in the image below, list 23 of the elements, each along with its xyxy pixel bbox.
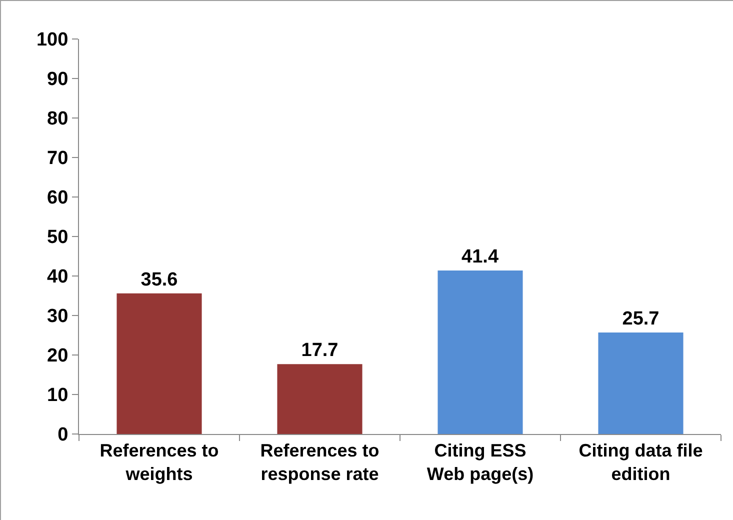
bar xyxy=(116,293,202,434)
y-tick-label: 80 xyxy=(47,108,68,130)
bar xyxy=(598,332,684,434)
y-tick-label: 60 xyxy=(47,188,68,209)
y-tick-label: 0 xyxy=(58,424,68,446)
y-tick-label: 70 xyxy=(47,148,68,170)
data-label: 35.6 xyxy=(140,269,178,290)
y-tick-label: 90 xyxy=(47,69,68,90)
bar xyxy=(438,270,523,434)
x-tick-label: Citing ESS Web page(s) xyxy=(426,440,534,484)
y-tick-label: 20 xyxy=(47,346,68,367)
data-label: 25.7 xyxy=(622,308,660,330)
data-label: 17.7 xyxy=(301,340,338,362)
x-tick-label: References to weights xyxy=(100,440,219,484)
bar xyxy=(277,364,362,434)
data-label: 41.4 xyxy=(462,246,499,268)
y-tick-label: 100 xyxy=(36,30,68,51)
x-tick-label: References to response rate xyxy=(260,440,380,484)
y-tick-label: 10 xyxy=(47,385,68,406)
x-tick-label: Citing data file edition xyxy=(578,440,703,484)
y-tick-label: 30 xyxy=(47,306,68,328)
y-tick-label: 50 xyxy=(47,227,68,248)
y-tick-label: 40 xyxy=(47,266,68,288)
